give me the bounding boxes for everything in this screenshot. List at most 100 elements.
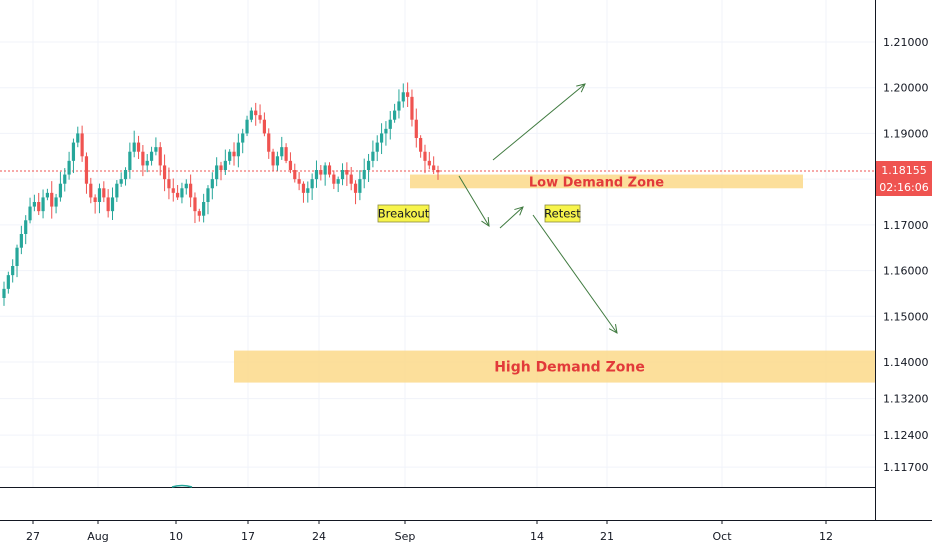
breakdown-arrow	[458, 175, 490, 227]
candle-body	[115, 183, 119, 198]
candle-body	[93, 197, 97, 202]
candle-body	[24, 220, 28, 234]
candle-body	[180, 188, 184, 198]
candle-body	[154, 147, 158, 152]
bullish-arrow-head	[576, 83, 586, 93]
high-demand-zone	[234, 350, 875, 383]
candle-body	[414, 119, 418, 138]
candle-body	[349, 174, 353, 184]
low-demand-zone-label: Low Demand Zone	[529, 175, 664, 190]
candle-body	[332, 174, 336, 184]
candle-body	[219, 165, 223, 170]
candle-body	[167, 179, 171, 189]
candle-body	[11, 266, 15, 276]
candle-body	[102, 188, 106, 198]
price-axis[interactable]: 1.210001.200001.190001.180001.170001.160…	[883, 36, 929, 474]
candle-body	[15, 247, 19, 266]
countdown-text: 02:16:06	[879, 181, 928, 194]
price-tick-label: 1.12400	[883, 429, 929, 442]
breakout-tag	[377, 204, 430, 223]
countdown-badge: 02:16:06	[876, 179, 932, 196]
time-tick-label: 27	[26, 530, 40, 543]
candle-body	[401, 92, 405, 102]
candle-body	[54, 197, 58, 207]
breakout-label: Breakout	[378, 207, 430, 221]
candle-body	[293, 170, 297, 180]
candle-body	[215, 165, 219, 180]
time-axis[interactable]: 27 Aug 10 17 24 Sep 14 21 Oct 12	[26, 520, 833, 543]
candle-body	[80, 133, 84, 157]
candle-body	[388, 119, 392, 129]
time-tick-label: Aug	[87, 530, 108, 543]
bearish-arrow	[532, 214, 618, 334]
retest-arrow-head	[514, 206, 524, 216]
candle-body	[6, 275, 10, 289]
candle-body	[267, 133, 271, 152]
candle-body	[254, 110, 258, 116]
candle-body	[301, 183, 306, 193]
candle-body	[371, 151, 375, 161]
time-tick-label: 12	[819, 530, 833, 543]
candle-body	[280, 147, 284, 157]
time-tick-label: Sep	[395, 530, 416, 543]
candle-body	[128, 151, 132, 170]
candle-body	[362, 170, 366, 180]
time-tick-label: 10	[169, 530, 183, 543]
candle-body	[32, 202, 36, 207]
projection-arrows	[458, 83, 618, 334]
candle-body	[232, 151, 236, 157]
candle-body	[176, 192, 180, 198]
price-tick-label: 1.13200	[883, 393, 929, 406]
candle-body	[297, 179, 301, 184]
candle-body	[236, 142, 240, 157]
candle-body	[288, 160, 293, 170]
candle-body	[258, 115, 262, 120]
candle-body	[97, 188, 102, 202]
candle-body	[123, 170, 128, 180]
candle-body	[119, 179, 123, 184]
low-demand-zone	[410, 174, 803, 189]
candle-body	[314, 170, 319, 180]
candle-body	[171, 188, 175, 193]
candle-body	[319, 170, 323, 175]
candle-body	[379, 133, 384, 143]
current-price-text: 1.18155	[881, 164, 927, 177]
retest-tag	[544, 204, 581, 223]
time-tick-label: 14	[530, 530, 544, 543]
candle-body	[37, 202, 41, 212]
breakdown-arrow-head	[481, 216, 490, 227]
candle-body	[19, 234, 23, 248]
candle-body	[89, 183, 93, 198]
candle-body	[323, 165, 327, 175]
candle-body	[45, 192, 49, 198]
candle-body	[184, 183, 188, 189]
candle-body	[358, 179, 362, 193]
candle-body	[210, 179, 214, 189]
candle-body	[375, 142, 379, 152]
candle-body	[106, 197, 110, 212]
retest-label: Retest	[544, 207, 581, 221]
candle-body	[223, 160, 227, 170]
candle-body	[197, 211, 201, 216]
candle-body	[149, 151, 154, 161]
candle-body	[202, 202, 206, 216]
candle-body	[275, 156, 280, 166]
candle-body	[162, 165, 167, 180]
price-tick-label: 1.16000	[883, 265, 929, 278]
candle-body	[145, 160, 149, 166]
candle-body	[71, 142, 76, 161]
candle-body	[41, 197, 45, 212]
candle-body	[284, 147, 288, 161]
candle-body	[423, 151, 427, 161]
candle-body	[158, 147, 162, 166]
candle-body	[136, 142, 141, 152]
candle-body	[397, 101, 401, 111]
candle-body	[419, 138, 423, 152]
price-tick-label: 1.20000	[883, 82, 929, 95]
candle-body	[67, 160, 71, 175]
candle-body	[110, 197, 115, 212]
candle-body	[2, 288, 6, 298]
current-price-badge: 1.18155	[876, 161, 932, 179]
time-tick-label: 17	[241, 530, 255, 543]
